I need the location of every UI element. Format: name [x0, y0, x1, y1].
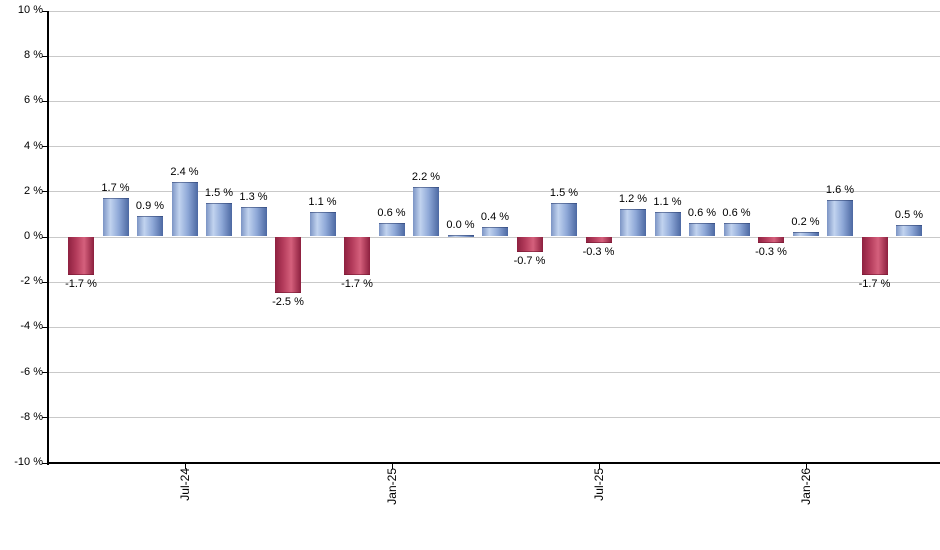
bar	[758, 236, 784, 244]
gridline	[49, 281, 940, 283]
bar-value-label: 0.4 %	[480, 211, 510, 224]
bar-value-label: -1.7 %	[65, 277, 97, 290]
bar	[206, 202, 232, 237]
y-axis-tick	[42, 417, 47, 419]
bar	[654, 211, 681, 237]
bar-value-label: 1.3 %	[239, 191, 268, 204]
y-axis-label: -8 %	[20, 410, 43, 423]
x-axis-label: Jan-25	[384, 468, 399, 505]
y-axis-tick	[42, 281, 47, 283]
bar	[68, 236, 94, 275]
bar	[620, 209, 646, 237]
gridline	[49, 146, 940, 148]
x-axis-label: Jul-25	[591, 468, 606, 501]
bar	[171, 182, 198, 237]
bar	[792, 231, 819, 237]
y-axis-label: 0 %	[24, 230, 43, 242]
bar	[137, 216, 163, 237]
bar	[516, 236, 543, 253]
bar-value-label: -1.7 %	[341, 277, 373, 290]
bar	[240, 207, 267, 237]
gridline	[49, 417, 940, 419]
y-axis-label: 6 %	[24, 94, 43, 107]
bar	[447, 234, 474, 237]
gridline	[49, 326, 940, 328]
bar-value-label: 0.2 %	[791, 215, 820, 228]
bar	[827, 200, 853, 237]
bar-value-label: -2.5 %	[272, 296, 304, 308]
y-axis-tick	[42, 326, 47, 328]
bar-value-label: 2.4 %	[170, 166, 199, 179]
bar	[275, 236, 301, 293]
bar-value-label: 0.6 %	[377, 206, 406, 219]
y-axis-label: 8 %	[24, 49, 43, 62]
gridline	[49, 10, 940, 12]
y-axis-label: -6 %	[20, 365, 43, 378]
bar-value-label: 1.6 %	[825, 184, 855, 197]
bar	[689, 222, 715, 237]
bar-value-label: 1.2 %	[618, 193, 648, 206]
y-axis-tick	[42, 191, 47, 193]
y-axis-tick	[42, 462, 47, 464]
bar-value-label: 1.5 %	[549, 186, 579, 199]
bar-value-label: -0.3 %	[582, 246, 615, 259]
bar	[896, 225, 922, 237]
bar	[102, 198, 129, 237]
bar-value-label: 0.6 %	[722, 206, 751, 219]
bar	[344, 236, 370, 275]
y-axis-line	[47, 10, 49, 465]
bar-value-label: -1.7 %	[858, 277, 891, 290]
y-axis-tick	[42, 146, 47, 148]
bar-value-label: 0.6 %	[687, 206, 717, 219]
x-axis-tick	[391, 463, 393, 469]
bar	[309, 211, 336, 237]
bar-value-label: 2.2 %	[411, 170, 441, 183]
bar	[551, 202, 577, 237]
bar-value-label: -0.7 %	[513, 255, 546, 268]
y-axis-tick	[42, 10, 47, 12]
bar-value-label: 1.1 %	[653, 195, 682, 208]
x-axis-label: Jul-24	[177, 468, 192, 501]
x-axis-line	[47, 461, 940, 464]
x-axis-tick	[805, 463, 807, 469]
y-axis-label: 4 %	[24, 139, 43, 152]
x-axis-tick	[598, 463, 600, 469]
bar-value-label: 0.9 %	[135, 200, 165, 213]
bar	[585, 236, 612, 244]
x-axis-tick	[184, 463, 186, 469]
bar	[723, 222, 750, 237]
bar	[378, 222, 405, 237]
bar	[413, 186, 439, 237]
y-axis-label: -10 %	[14, 456, 43, 468]
gridline	[49, 372, 940, 374]
y-axis-tick	[42, 236, 47, 238]
bar-value-label: 0.5 %	[894, 209, 924, 222]
y-axis-tick	[42, 55, 47, 57]
bar-value-label: -0.3 %	[755, 246, 787, 259]
bar-value-label: 0.0 %	[446, 218, 475, 231]
x-axis-label: Jan-26	[798, 468, 813, 505]
y-axis-label: 10 %	[17, 4, 43, 16]
gridline	[49, 55, 940, 57]
y-axis-label: -2 %	[20, 275, 43, 288]
y-axis-label: 2 %	[24, 184, 43, 197]
gridline	[49, 191, 940, 193]
bar-value-label: 1.7 %	[101, 182, 130, 195]
y-axis-label: -4 %	[20, 320, 43, 333]
gridline	[49, 100, 940, 102]
gridline	[49, 236, 940, 238]
y-axis-tick	[42, 100, 47, 102]
bar-value-label: 1.1 %	[308, 195, 337, 208]
bar-value-label: 1.5 %	[204, 186, 234, 199]
bar	[482, 227, 508, 237]
bar	[861, 236, 888, 275]
y-axis-tick	[42, 372, 47, 374]
